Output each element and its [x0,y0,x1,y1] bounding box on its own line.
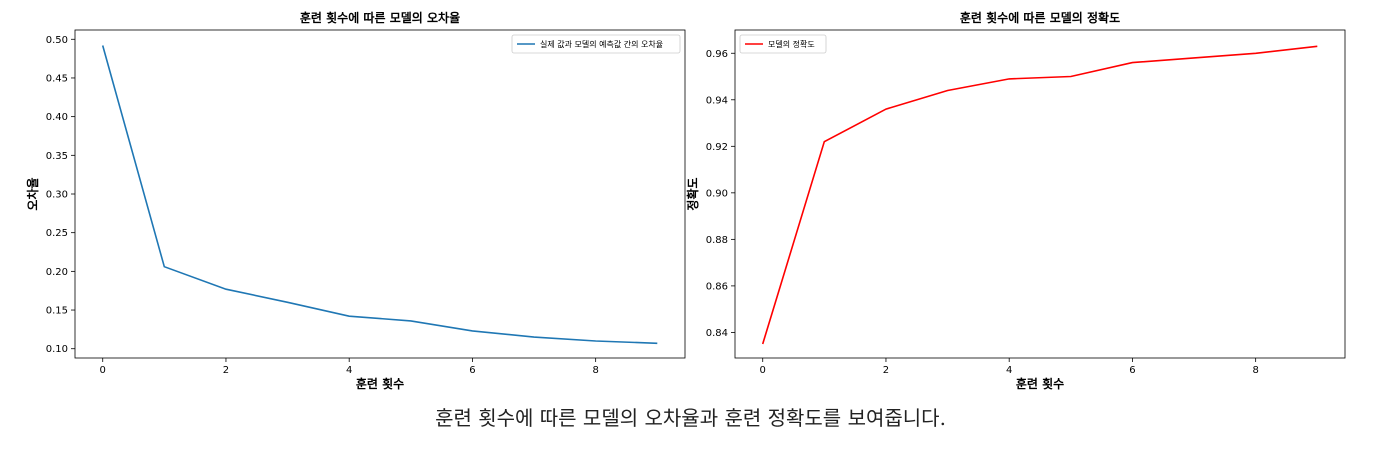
y-axis-label: 오차율 [25,177,40,210]
series-line-0 [761,45,1318,345]
x-tick-label: 0 [760,365,766,376]
y-tick-label: 0.94 [706,95,728,106]
plot-frame [74,29,686,359]
x-tick-label: 2 [883,365,889,376]
x-tick-label: 8 [592,365,598,376]
y-tick-label: 0.84 [706,328,728,339]
x-axis-label: 훈련 횟수 [1016,376,1064,391]
y-tick-label: 0.20 [46,267,68,278]
y-tick-label: 0.30 [46,190,68,201]
x-tick-label: 6 [1129,365,1135,376]
x-tick-label: 6 [469,365,475,376]
x-tick-label: 4 [1006,365,1012,376]
y-tick-label: 0.50 [46,35,68,46]
y-tick-label: 0.35 [46,151,68,162]
y-axis-label: 정확도 [685,177,700,210]
chart-title: 훈련 횟수에 따른 모델의 정확도 [960,10,1120,25]
x-axis-label: 훈련 횟수 [356,376,404,391]
legend-box [511,34,681,54]
y-tick-label: 0.45 [46,73,68,84]
y-tick-label: 0.86 [706,281,728,292]
y-tick-label: 0.15 [46,306,68,317]
legend: 모델의 정확도 [739,34,827,54]
y-tick-label: 0.10 [46,344,68,355]
series-line-0 [101,45,658,345]
accuracy-chart: 훈련 횟수에 따른 모델의 정확도 0 2 4 6 8 0.84 0.86 0.88 0.90 0.… [685,10,1346,391]
chart-title: 훈련 횟수에 따른 모델의 오차율 [300,10,460,25]
y-tick-label: 0.25 [46,228,68,239]
error-rate-chart: 훈련 횟수에 따른 모델의 오차율 0 2 4 6 8 0.10 0.15 0.20 0.25 0.… [25,10,686,391]
legend-box [739,34,827,54]
x-tick-label: 0 [100,365,106,376]
figure-caption: 훈련 횟수에 따른 모델의 오차율과 훈련 정확도를 보여줍니다. [435,406,946,430]
legend-entry: 실제 값과 모델의 예측값 간의 오차율 [540,39,663,49]
x-tick-label: 4 [346,365,352,376]
x-tick-label: 8 [1252,365,1258,376]
y-tick-label: 0.90 [706,188,728,199]
legend: 실제 값과 모델의 예측값 간의 오차율 [511,34,681,54]
y-tick-label: 0.96 [706,49,728,60]
figure: 훈련 횟수에 따른 모델의 오차율 0 2 4 6 8 0.10 0.15 0.20 0.25 0.… [25,10,1346,391]
y-tick-label: 0.88 [706,235,728,246]
y-tick-label: 0.92 [706,142,728,153]
legend-entry: 모델의 정확도 [768,39,815,49]
plot-frame [734,29,1346,359]
y-tick-label: 0.40 [46,112,68,123]
x-tick-label: 2 [223,365,229,376]
